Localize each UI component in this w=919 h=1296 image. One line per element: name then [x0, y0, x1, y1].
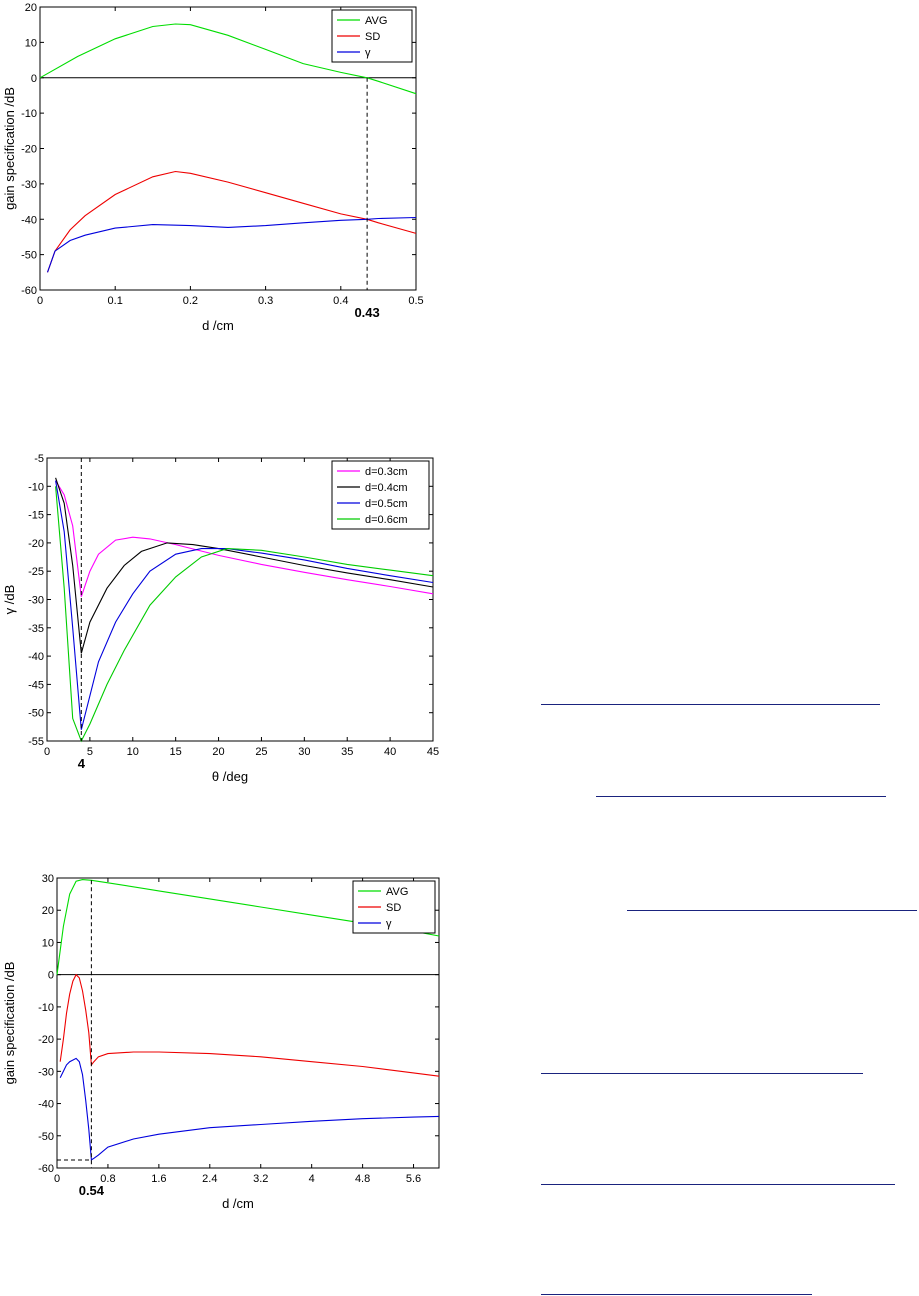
x-axis-label: d /cm — [202, 318, 234, 333]
legend-label: SD — [386, 902, 401, 914]
y-axis-label: gain specification /dB — [2, 962, 17, 1085]
legend-label: d=0.3cm — [365, 466, 408, 478]
y-tick-label: -50 — [21, 250, 37, 262]
legend: d=0.3cm d=0.4cm d=0.5cm d=0.6cm — [331, 460, 430, 530]
x-tick-label: 40 — [384, 746, 396, 758]
x-tick-label: 1.6 — [151, 1173, 166, 1185]
y-tick-label: 0 — [31, 73, 37, 85]
y-tick-label: -50 — [28, 708, 44, 720]
y-tick-label: -15 — [28, 510, 44, 522]
y-tick-label: -5 — [34, 453, 44, 465]
x-tick-label: 15 — [170, 746, 182, 758]
legend-label: d=0.6cm — [365, 514, 408, 526]
y-tick-label: -30 — [38, 1066, 54, 1078]
x-tick-label: 45 — [427, 746, 439, 758]
series-line-d=0.4cm — [55, 477, 434, 654]
y-tick-label: -45 — [28, 679, 44, 691]
legend-box — [331, 460, 430, 530]
x-tick-label: 20 — [212, 746, 224, 758]
series-line-d=0.3cm — [55, 480, 434, 597]
legend: AVG SD γ — [352, 880, 436, 934]
legend-label: AVG — [365, 15, 387, 27]
series-line-γ — [46, 216, 417, 273]
y-tick-label: -20 — [28, 538, 44, 550]
y-tick-label: 20 — [25, 2, 37, 14]
x-tick-label: 10 — [127, 746, 139, 758]
y-tick-label: -20 — [38, 1034, 54, 1046]
x-tick-label: 0 — [54, 1173, 60, 1185]
y-tick-label: 10 — [25, 37, 37, 49]
marker-label: 0.54 — [79, 1183, 105, 1198]
y-tick-label: 10 — [42, 937, 54, 949]
y-tick-label: -10 — [21, 108, 37, 120]
series-line-d=0.5cm — [55, 480, 434, 730]
y-tick-label: -40 — [38, 1099, 54, 1111]
y-tick-label: 0 — [48, 970, 54, 982]
chart-gain-vs-d-2: 0 0.8 1.6 2.4 3.2 4 4.8 5.6 -60 -50 -40 -30 -20 -10 0 1… — [2, 873, 440, 1211]
x-tick-label: 35 — [341, 746, 353, 758]
y-tick-label: -30 — [21, 179, 37, 191]
y-tick-label: -30 — [28, 595, 44, 607]
legend-label: d=0.4cm — [365, 482, 408, 494]
x-tick-label: 0 — [37, 295, 43, 307]
marker-label: 0.43 — [354, 305, 379, 320]
legend-label: AVG — [386, 886, 408, 898]
legend: AVG SD γ — [331, 9, 413, 63]
x-tick-label: 30 — [298, 746, 310, 758]
y-tick-label: -40 — [28, 651, 44, 663]
blank-line-3 — [627, 910, 917, 911]
x-tick-label: 0 — [44, 746, 50, 758]
marker-label: 4 — [78, 756, 86, 771]
series-line-SD — [46, 170, 417, 273]
x-axis-label: d /cm — [222, 1196, 254, 1211]
y-tick-label: -40 — [21, 214, 37, 226]
y-axis-label: gain specification /dB — [2, 87, 17, 210]
blank-line-2 — [596, 796, 886, 797]
chart-gain-vs-d-1: 0 0.1 0.2 0.3 0.4 0.5 -60 -50 -40 -30 -20 -10 0 10 20 d… — [2, 2, 424, 333]
blank-line-4 — [541, 1073, 863, 1074]
y-tick-label: -55 — [28, 736, 44, 748]
y-tick-label: 20 — [42, 905, 54, 917]
x-tick-label: 4 — [309, 1173, 315, 1185]
legend-label: γ — [386, 918, 392, 930]
legend-label: γ — [365, 47, 371, 59]
legend-label: SD — [365, 31, 380, 43]
legend-label: d=0.5cm — [365, 498, 408, 510]
series-line-γ — [59, 1057, 440, 1161]
x-tick-label: 0.1 — [108, 295, 123, 307]
x-tick-label: 0.8 — [100, 1173, 115, 1185]
chart-gamma-vs-theta: 0 5 10 15 20 25 30 35 40 45 -55 -50 -45 -40 -35 -30 -25 -… — [2, 453, 439, 784]
blank-line-1 — [541, 704, 880, 705]
blank-line-5 — [541, 1184, 895, 1185]
series-line-SD — [59, 973, 440, 1077]
x-tick-label: 4.8 — [355, 1173, 370, 1185]
y-tick-label: -25 — [28, 566, 44, 578]
x-tick-label: 0.2 — [183, 295, 198, 307]
y-axis-label: γ /dB — [2, 585, 17, 615]
y-tick-label: -50 — [38, 1131, 54, 1143]
plot-area — [46, 457, 434, 742]
y-tick-label: -60 — [38, 1163, 54, 1175]
x-tick-label: 2.4 — [202, 1173, 217, 1185]
y-tick-label: 30 — [42, 873, 54, 885]
x-tick-label: 0.5 — [408, 295, 423, 307]
y-tick-label: -10 — [38, 1002, 54, 1014]
x-tick-label: 5 — [87, 746, 93, 758]
x-tick-label: 0.4 — [333, 295, 348, 307]
y-tick-label: -20 — [21, 144, 37, 156]
blank-line-6 — [541, 1294, 812, 1295]
x-tick-label: 0.3 — [258, 295, 273, 307]
y-tick-label: -10 — [28, 481, 44, 493]
series-line-d=0.6cm — [55, 486, 434, 743]
y-tick-label: -35 — [28, 623, 44, 635]
x-tick-label: 3.2 — [253, 1173, 268, 1185]
x-tick-label: 25 — [255, 746, 267, 758]
x-tick-label: 5.6 — [406, 1173, 421, 1185]
y-tick-label: -60 — [21, 285, 37, 297]
x-axis-label: θ /deg — [212, 769, 248, 784]
